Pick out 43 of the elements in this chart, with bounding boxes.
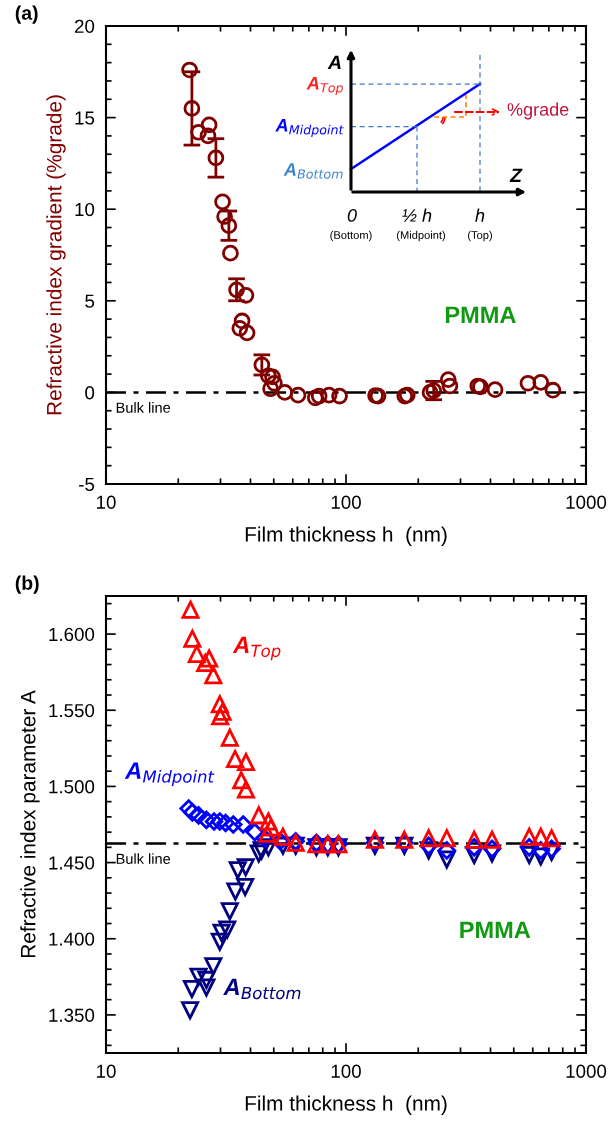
x-tick-label: 10	[97, 495, 116, 509]
annotation: ½ h	[402, 208, 432, 222]
annotation: (Bottom)	[330, 230, 372, 242]
annotation: 0	[347, 209, 357, 222]
y-tick-label: 1.400	[49, 932, 95, 946]
series-label: A$_{Top}$	[232, 636, 281, 661]
y-tick-label: 1.550	[49, 703, 95, 718]
y-tick-label: 20	[74, 19, 95, 33]
x-tick-label: 100	[331, 1064, 361, 1078]
x-tick-label: 1000	[566, 1064, 607, 1078]
ref-line-label: Bulk line	[116, 853, 171, 864]
annotation: A$_{Bottom}$	[283, 163, 343, 179]
series-label: A$_{Midpoint}$	[124, 762, 215, 786]
annotation: A$_{Midpoint}$	[275, 118, 344, 137]
chart-title: (b)	[15, 575, 39, 594]
y-axis-title: Refractive index parameter A	[20, 690, 40, 958]
chart-title: (a)	[15, 5, 38, 24]
y-tick-label: 0	[85, 386, 95, 400]
annotation: PMMA	[445, 306, 516, 323]
ref-line-label: Bulk line	[116, 402, 171, 413]
x-tick-label: 1000	[566, 495, 607, 509]
y-tick-label: 1.350	[49, 1008, 95, 1022]
annotation: (Midpoint)	[396, 230, 446, 242]
annotation: h	[475, 208, 485, 222]
y-axis-title: Refractive index gradient (%grade)	[46, 95, 66, 415]
annotation: (Top)	[468, 230, 492, 242]
x-axis-title: Film thickness h (nm)	[245, 1095, 447, 1115]
annotation: A$_{Top}$	[306, 76, 343, 95]
x-axis-title: Film thickness h (nm)	[245, 526, 447, 546]
y-tick-label: 10	[75, 202, 95, 217]
y-tick-label: 1.450	[49, 856, 95, 870]
y-tick-label: 15	[75, 111, 95, 125]
annotation: PMMA	[460, 921, 531, 938]
series-label: A$_{Bottom}$	[223, 978, 301, 1000]
annotation: %grade	[507, 102, 569, 120]
y-tick-label: -5	[79, 477, 95, 491]
x-tick-label: 100	[331, 495, 361, 509]
annotation: A	[327, 55, 341, 70]
y-tick-label: 1.500	[49, 780, 95, 794]
y-tick-label: 5	[85, 294, 95, 308]
annotation: Z	[509, 168, 523, 183]
x-tick-label: 10	[97, 1064, 116, 1078]
y-tick-label: 1.600	[49, 627, 95, 642]
